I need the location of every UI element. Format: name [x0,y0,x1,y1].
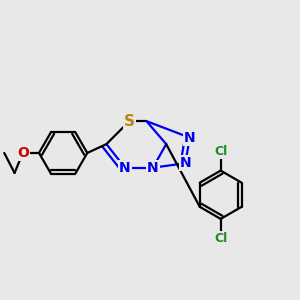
Text: N: N [179,156,191,170]
Text: N: N [184,130,196,145]
Text: S: S [124,114,135,129]
Text: O: O [17,146,29,160]
Text: Cl: Cl [214,232,227,244]
Text: N: N [147,161,159,175]
Text: Cl: Cl [214,145,227,158]
Text: N: N [119,161,131,175]
